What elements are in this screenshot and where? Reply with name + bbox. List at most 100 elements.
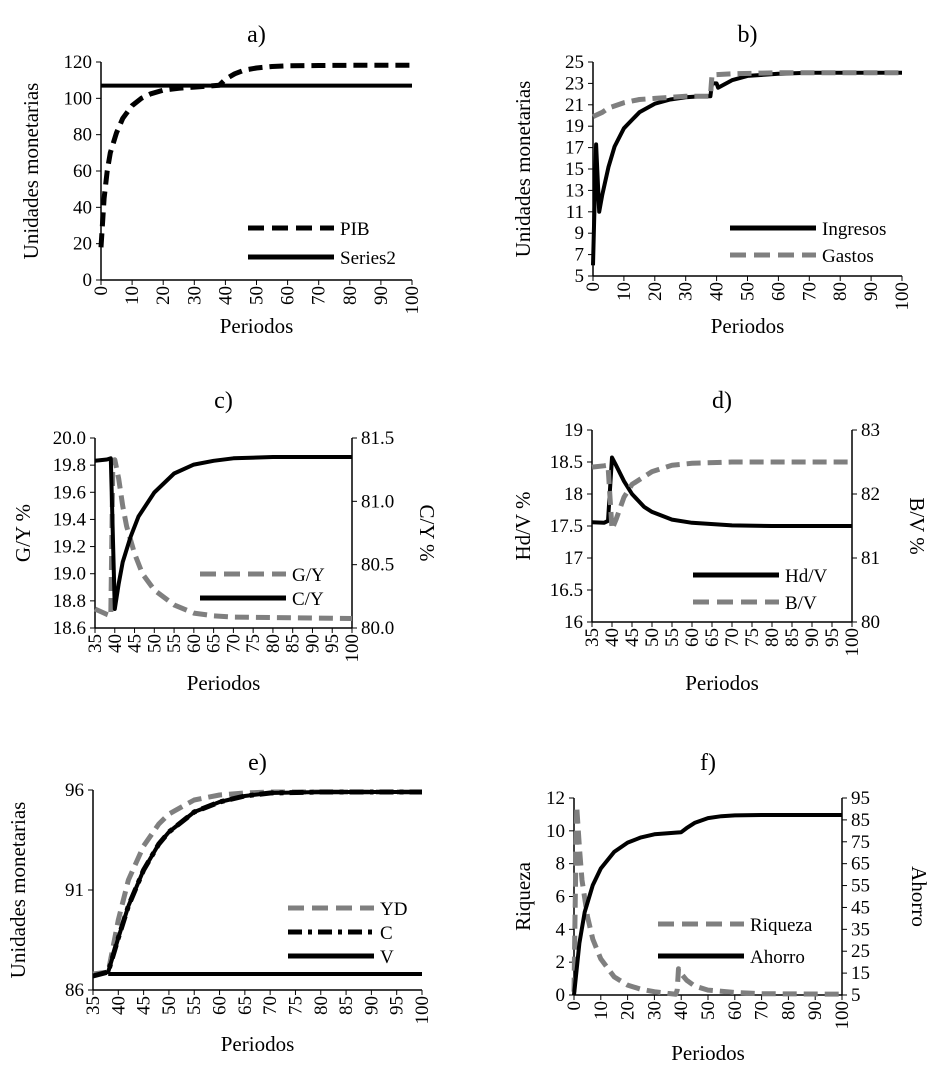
chart-e-legend-label: C [380,923,393,944]
chart-a-x-tick-label: 80 [340,286,361,305]
chart-c-x-tick-label: 55 [164,634,185,653]
chart-d-y-tick-label: 19 [564,420,583,441]
chart-c-y-tick-label: 19.2 [53,537,86,558]
chart-f-y-tick-label: 0 [556,985,566,1006]
chart-f-legend-label: Riqueza [750,915,813,936]
chart-b-x-tick-label: 90 [861,282,882,301]
chart-d-legend-label: Hd/V [785,566,828,587]
chart-f-y-tick-label: 10 [546,821,565,842]
chart-d-x-tick-label: 75 [742,628,763,647]
chart-c-x-tick-label: 40 [105,634,126,653]
chart-d-title: d) [712,388,732,414]
chart-f-y2-tick-label: 5 [851,985,861,1006]
chart-f-y2-tick-label: 85 [851,810,870,831]
chart-e-x-tick-label: 60 [210,996,231,1015]
chart-e-legend-label: YD [380,899,407,920]
chart-f-y2-tick-label: 25 [851,941,870,962]
chart-f-x-tick-label: 80 [778,1001,799,1020]
chart-d-x-tick-label: 90 [802,628,823,647]
chart-a-x-tick-label: 10 [122,286,143,305]
chart-d-y2-axis-label: B/V % [905,497,929,554]
chart-d-x-tick-label: 80 [762,628,783,647]
chart-b-y-tick-label: 11 [566,202,584,223]
chart-d-x-tick-label: 95 [822,628,843,647]
chart-e-x-tick-label: 55 [184,996,205,1015]
chart-f-x-tick-label: 100 [832,1001,853,1030]
chart-a-y-tick-label: 100 [64,88,93,109]
chart-d-y2-tick-label: 80 [861,612,880,633]
chart-d-legend-label: B/V [785,593,817,614]
chart-a-x-tick-label: 90 [371,286,392,305]
chart-d-x-axis-label: Periodos [685,671,759,695]
chart-d-x-tick-label: 40 [602,628,623,647]
chart-f-x-tick-label: 0 [564,1001,585,1011]
chart-b-x-axis-label: Periodos [711,314,785,338]
chart-a-x-axis-label: Periodos [220,314,294,338]
chart-f-legend-label: Ahorro [750,947,805,968]
chart-a-y-tick-label: 60 [73,161,92,182]
chart-c-y2-tick-label: 80.5 [361,555,394,576]
chart-c-legend-label: C/Y [292,589,324,610]
chart-f-x-tick-label: 50 [698,1001,719,1020]
chart-c-x-tick-label: 60 [184,634,205,653]
chart-a-title: a) [247,22,266,48]
chart-c-y2-tick-label: 81.0 [361,491,394,512]
chart-d-x-tick-label: 85 [782,628,803,647]
chart-f-x-tick-label: 20 [618,1001,639,1020]
chart-a-x-tick-label: 100 [402,286,423,315]
chart-b-legend-label: Ingresos [822,219,886,240]
chart-e-series-v [92,790,422,978]
chart-b-y-tick-label: 7 [575,245,585,266]
chart-e-x-tick-label: 100 [412,996,433,1025]
chart-a-x-tick-label: 20 [153,286,174,305]
chart-e-series-yd [92,789,422,977]
chart-f-title: f) [700,750,716,776]
chart-b-y-tick-label: 19 [565,116,584,137]
chart-a-y-tick-label: 80 [73,125,92,146]
chart-a-y-tick-label: 120 [64,52,93,73]
chart-e-y-tick-label: 86 [65,980,84,1001]
chart-c-y-tick-label: 18.8 [53,591,86,612]
chart-b-y-tick-label: 13 [565,180,584,201]
chart-f-y2-tick-label: 45 [851,897,870,918]
chart-f-y2-tick-label: 55 [851,876,870,897]
chart-e-y-tick-label: 96 [65,780,84,801]
chart-f-y2-tick-label: 15 [851,963,870,984]
chart-b-x-tick-label: 50 [738,282,759,301]
chart-b-x-tick-label: 60 [768,282,789,301]
chart-c-y-tick-label: 20.0 [53,428,86,449]
chart-b-y-tick-label: 21 [565,95,584,116]
chart-f-y2-tick-label: 95 [851,788,870,809]
chart-c-y-tick-label: 19.6 [53,482,86,503]
chart-e-title: e) [248,750,267,776]
chart-c-title: c) [214,388,233,414]
chart-f-x-tick-label: 90 [805,1001,826,1020]
chart-d-y-tick-label: 16 [564,612,583,633]
chart-b-title: b) [738,22,758,48]
chart-b-x-tick-label: 80 [830,282,851,301]
chart-f-y-tick-label: 4 [556,919,566,940]
chart-d-x-tick-label: 55 [662,628,683,647]
chart-f-y2-tick-label: 75 [851,832,870,853]
chart-a-y-tick-label: 0 [83,270,93,291]
chart-a-x-tick-label: 50 [247,286,268,305]
chart-d-y2-tick-label: 82 [861,484,880,505]
chart-b-y-axis-label: Unidades monetarias [511,81,535,258]
chart-e-y-tick-label: 91 [65,880,84,901]
chart-c-y2-axis-label: C/Y % [415,505,439,562]
chart-b-x-tick-label: 100 [892,282,913,311]
chart-d-y2-tick-label: 81 [861,548,880,569]
chart-e-x-tick-label: 45 [134,996,155,1015]
chart-c-x-axis-label: Periodos [187,671,261,695]
chart-b-y-tick-label: 25 [565,52,584,73]
chart-f-y-tick-label: 12 [546,788,565,809]
chart-e-legend-label: V [380,947,394,968]
chart-d-x-tick-label: 35 [582,628,603,647]
chart-f-y-tick-label: 8 [556,854,566,875]
chart-e-series-c [92,789,422,979]
chart-d-x-tick-label: 60 [682,628,703,647]
chart-e-x-tick-label: 75 [285,996,306,1015]
chart-c-x-tick-label: 45 [125,634,146,653]
chart-d-x-tick-label: 50 [642,628,663,647]
chart-a-legend-label: Series2 [340,248,396,269]
